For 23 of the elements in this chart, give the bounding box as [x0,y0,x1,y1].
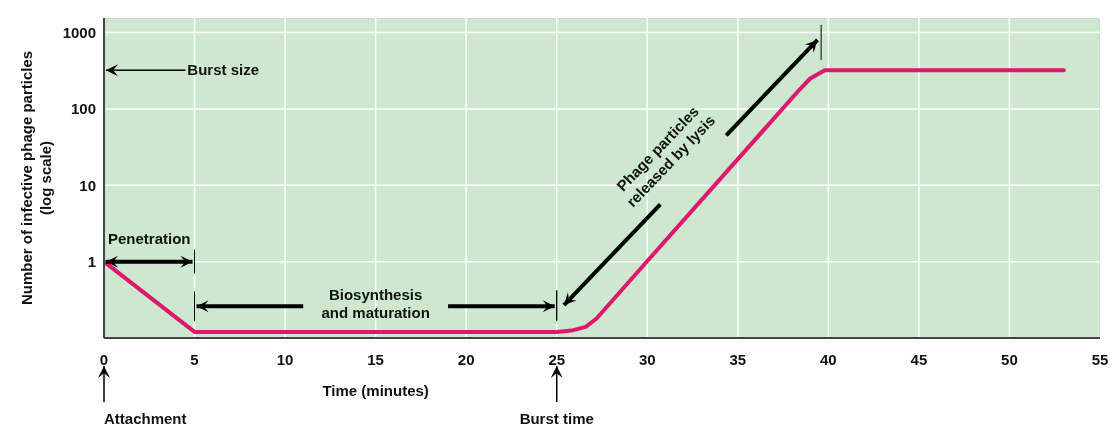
y-tick-label: 1000 [62,23,96,41]
x-axis-title: Time (minutes) [322,382,429,399]
x-tick-label: 35 [729,350,747,368]
x-tick-label: 15 [367,350,384,368]
x-tick-label: 55 [1091,350,1109,368]
text: Burst time [519,410,594,427]
y-tick-label: 10 [79,176,96,194]
x-tick-label: 40 [820,350,837,368]
x-tick-label: 0 [99,350,109,368]
annotation: Penetration [108,229,191,247]
x-tick-label: 30 [638,350,656,368]
x-tick-label: 5 [190,350,199,368]
x-tick-label: 25 [548,350,566,368]
x-tick-label: 50 [1001,350,1018,368]
y-tick-label: 100 [70,100,96,118]
text: Attachment [104,410,187,427]
x-tick-label: 45 [910,350,928,368]
x-tick-label: 20 [457,350,475,368]
x-tick-label: 10 [276,350,294,368]
annotation: Burst size [187,61,259,79]
y-axis-title: Number of infective phage particles (log scale) [18,50,54,306]
annotation: Biosynthesis and maturation [321,286,430,322]
y-tick-label: 1 [87,252,96,270]
